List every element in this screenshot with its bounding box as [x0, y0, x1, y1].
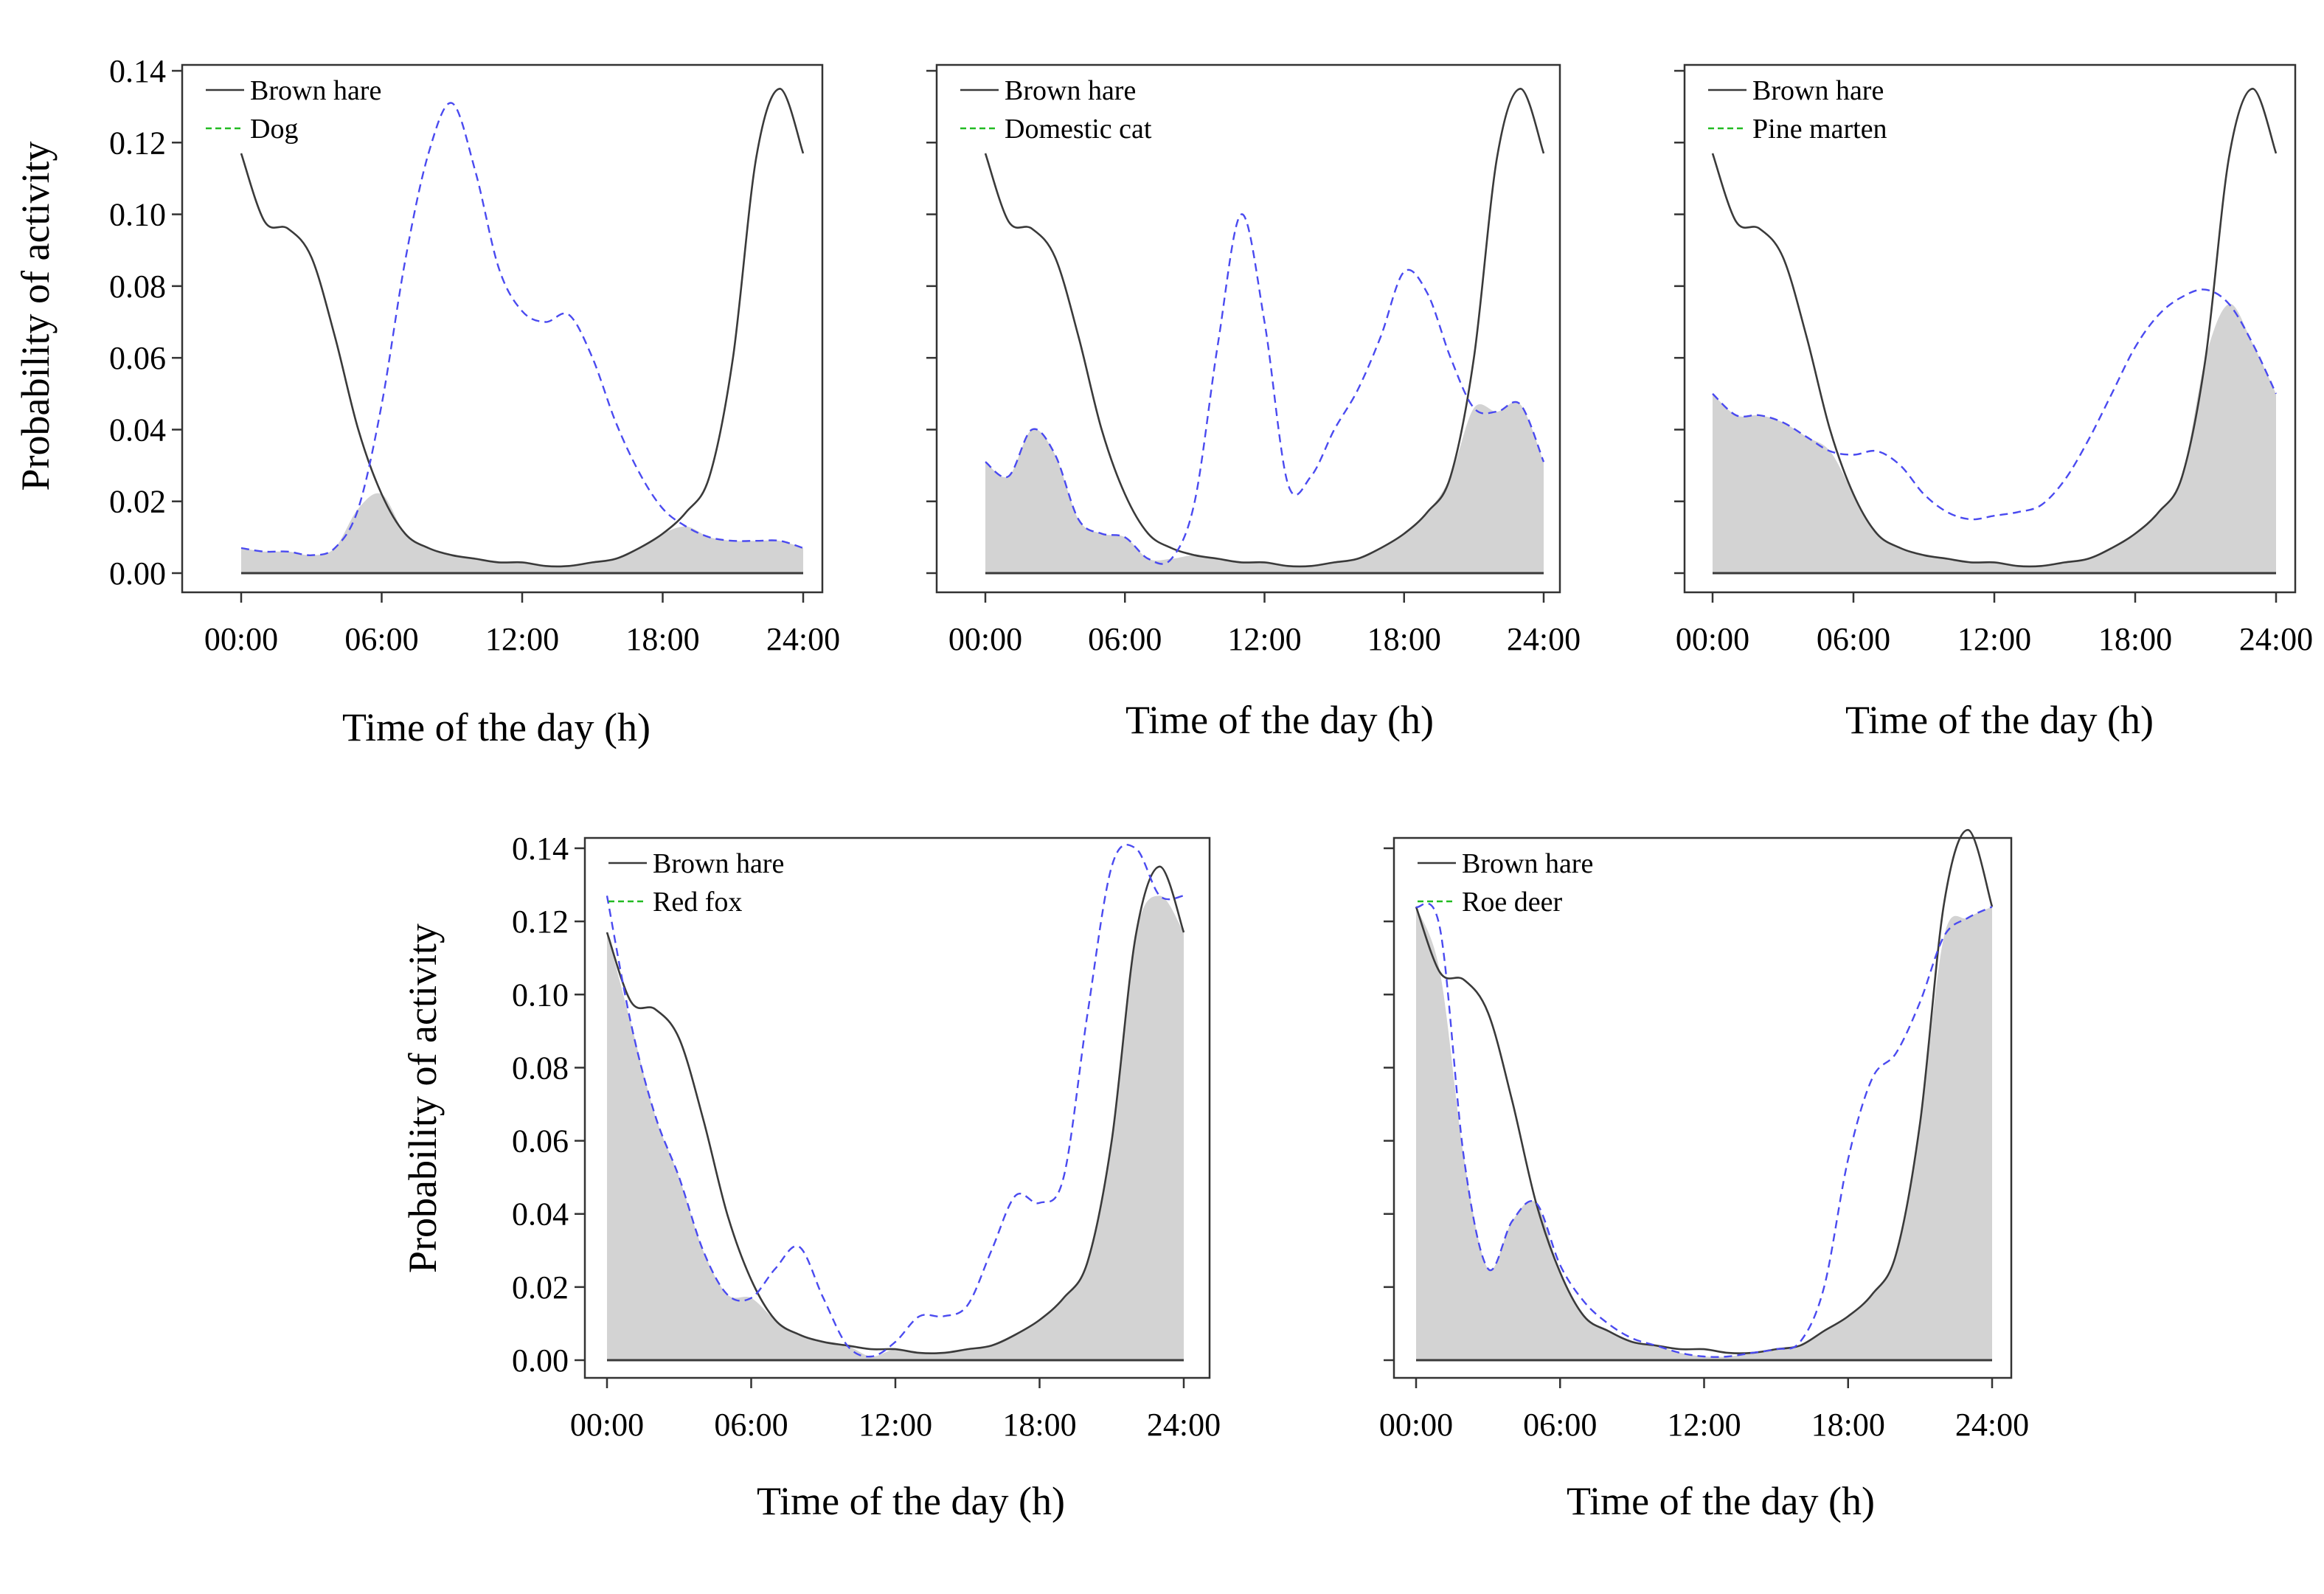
x-tick-label: 18:00 — [2098, 621, 2172, 657]
x-tick-label: 00:00 — [204, 621, 278, 657]
x-tick-label: 12:00 — [1227, 621, 1301, 657]
legend-label-other: Domestic cat — [1005, 114, 1152, 145]
x-tick-label: 00:00 — [570, 1407, 644, 1443]
y-axis-title: Probability of activity — [400, 924, 445, 1273]
overlap-area — [1416, 907, 1992, 1360]
panel-2: 00:00 06:00 12:00 18:00 24:00 Time of the day… — [926, 63, 1581, 742]
plot-frame — [583, 836, 1211, 1379]
legend-label-hare: Brown hare — [250, 75, 381, 106]
x-tick-label: 12:00 — [1957, 621, 2031, 657]
x-axis-title: Time of the day (h) — [1567, 1479, 1875, 1523]
panel-1: 0.00 0.02 0.04 0.06 0.08 0.10 0.12 0.14 00:00 06:… — [13, 53, 840, 749]
y-axis-title: Probability of activity — [13, 142, 58, 491]
x-tick-label: 06:00 — [1817, 621, 1890, 657]
x-tick-label: 06:00 — [714, 1407, 788, 1443]
y-tick-label: 0.00 — [109, 555, 166, 592]
y-tick-label: 0.10 — [109, 197, 166, 233]
series-line-brown-hare — [984, 88, 1545, 568]
x-tick-label: 12:00 — [859, 1407, 932, 1443]
plot-frame — [181, 63, 824, 594]
y-tick-label: 0.02 — [109, 484, 166, 520]
y-tick-label: 0.12 — [109, 125, 166, 161]
y-tick-label: 0.10 — [512, 977, 569, 1013]
panel-4: 0.00 0.02 0.04 0.06 0.08 0.10 0.12 0.14 00:00 06:… — [400, 831, 1221, 1523]
y-tick-label: 0.02 — [512, 1269, 569, 1306]
y-tick-label: 0.08 — [109, 268, 166, 305]
y-tick-label: 0.08 — [512, 1050, 569, 1086]
y-tick-label: 0.14 — [512, 831, 569, 867]
plot-frame — [1392, 836, 2013, 1379]
x-tick-label: 12:00 — [1667, 1407, 1741, 1443]
panel-5: 00:00 06:00 12:00 18:00 24:00 Time of the day… — [1379, 828, 2029, 1523]
overlap-area — [241, 493, 803, 573]
legend-label-hare: Brown hare — [1462, 848, 1593, 879]
series-line-domestic-cat — [985, 213, 1545, 565]
series-line-brown-hare — [1711, 88, 2278, 568]
x-tick-label: 00:00 — [1379, 1407, 1453, 1443]
x-tick-label: 06:00 — [1523, 1407, 1597, 1443]
y-tick-label: 0.14 — [109, 53, 166, 89]
x-axis-title: Time of the day (h) — [342, 705, 651, 749]
plot-frame — [935, 63, 1561, 594]
legend-label-other: Red fox — [653, 887, 742, 918]
x-axis-title: Time of the day (h) — [1845, 698, 2154, 742]
series-line-brown-hare — [240, 88, 805, 568]
y-tick-label: 0.04 — [109, 412, 166, 448]
series-line-roe-deer — [1415, 902, 1993, 1358]
x-tick-label: 24:00 — [1507, 621, 1581, 657]
y-tick-label: 0.06 — [512, 1123, 569, 1160]
x-tick-label: 12:00 — [485, 621, 559, 657]
legend-label-hare: Brown hare — [1752, 75, 1884, 106]
x-tick-label: 18:00 — [625, 621, 699, 657]
series-line-brown-hare — [1415, 828, 1994, 1354]
legend-label-other: Dog — [250, 114, 298, 145]
series-line-brown-hare — [606, 865, 1185, 1354]
series-line-dog — [240, 102, 804, 556]
y-tick-label: 0.12 — [512, 904, 569, 940]
legend-label-other: Roe deer — [1462, 887, 1562, 918]
legend-label-hare: Brown hare — [653, 848, 784, 879]
x-tick-label: 24:00 — [2239, 621, 2313, 657]
x-axis-title: Time of the day (h) — [757, 1479, 1065, 1523]
x-axis-title: Time of the day (h) — [1125, 698, 1434, 742]
y-tick-label: 0.00 — [512, 1342, 569, 1379]
x-tick-label: 00:00 — [1676, 621, 1749, 657]
overlap-area — [985, 401, 1544, 573]
x-tick-label: 18:00 — [1811, 1407, 1885, 1443]
overlap-area — [1713, 303, 2276, 573]
x-tick-label: 18:00 — [1002, 1407, 1076, 1443]
x-tick-label: 24:00 — [1147, 1407, 1221, 1443]
x-tick-label: 24:00 — [766, 621, 840, 657]
x-tick-label: 06:00 — [344, 621, 418, 657]
legend-label-other: Pine marten — [1752, 114, 1887, 145]
y-tick-label: 0.06 — [109, 340, 166, 376]
y-tick-label: 0.04 — [512, 1196, 569, 1233]
x-tick-label: 24:00 — [1955, 1407, 2029, 1443]
series-line-pine-marten — [1712, 288, 2278, 521]
overlap-area — [607, 895, 1184, 1360]
x-tick-label: 00:00 — [948, 621, 1022, 657]
series-line-red-fox — [606, 843, 1184, 1358]
plot-frame — [1683, 63, 2297, 594]
x-tick-label: 18:00 — [1367, 621, 1441, 657]
legend-label-hare: Brown hare — [1005, 75, 1136, 106]
x-tick-label: 06:00 — [1088, 621, 1162, 657]
panel-3: 00:00 06:00 12:00 18:00 24:00 Time of the day… — [1674, 63, 2313, 742]
